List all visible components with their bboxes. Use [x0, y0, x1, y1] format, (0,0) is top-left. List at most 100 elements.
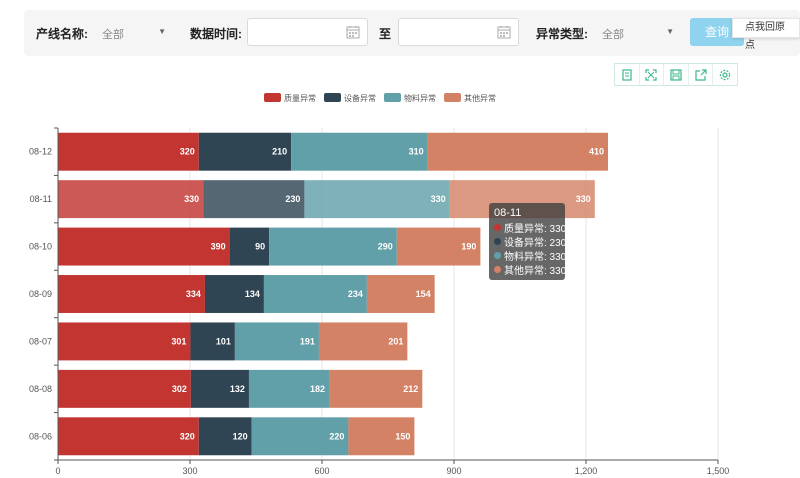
x-tick-label: 0 — [55, 466, 60, 476]
zoom-icon[interactable] — [640, 64, 665, 85]
line-name-select[interactable]: 全部 ▼ — [102, 22, 166, 44]
calendar-icon — [497, 26, 511, 39]
y-tick-label: 08-08 — [29, 384, 52, 394]
bar-segment — [58, 275, 205, 313]
bar-value-label: 301 — [171, 336, 186, 346]
bar-value-label: 120 — [233, 431, 248, 441]
line-name-value: 全部 — [102, 29, 124, 41]
bar-segment — [234, 322, 319, 361]
bar-segment — [198, 417, 252, 456]
chart-toolbox — [614, 63, 738, 86]
bar-segment — [229, 227, 270, 266]
tooltip-row-text: 其他异常: 330 — [504, 265, 567, 277]
bar-segment — [348, 417, 415, 456]
legend-swatch — [324, 93, 341, 102]
hover-tooltip: 08-11 质量异常: 330 设备异常: 230 物料异常: 330 其他异常… — [489, 203, 567, 280]
x-tick-label: 600 — [314, 466, 329, 476]
bar-value-label: 390 — [211, 242, 226, 252]
tooltip-row-text: 质量异常: 330 — [504, 223, 567, 235]
bar-value-label: 334 — [186, 289, 201, 299]
to-label: 至 — [379, 27, 392, 41]
bar-segment — [263, 275, 367, 313]
error-type-value: 全部 — [602, 29, 624, 41]
data-view-icon[interactable] — [615, 64, 640, 85]
line-name-label: 产线名称: — [36, 27, 88, 41]
data-time-label: 数据时间: — [190, 27, 242, 41]
bar-segment — [204, 275, 264, 313]
series-dot — [494, 223, 501, 231]
bar-segment — [366, 275, 435, 313]
bar-segment — [58, 369, 191, 408]
bar-value-label: 320 — [180, 147, 195, 157]
bar-segment — [58, 322, 191, 361]
bar-segment — [269, 227, 397, 266]
bar-segment — [248, 369, 330, 408]
y-tick-label: 08-09 — [29, 289, 52, 299]
bar-segment — [190, 322, 235, 361]
legend-label: 其他异常 — [464, 93, 496, 103]
bar-value-label: 134 — [245, 289, 260, 299]
bar-value-label: 190 — [461, 242, 476, 252]
chevron-down-icon: ▼ — [158, 27, 166, 36]
tooltip-row-text: 物料异常: 330 — [504, 251, 567, 263]
series-dot — [494, 265, 501, 273]
bar-value-label: 182 — [310, 384, 325, 394]
start-date-input[interactable] — [247, 18, 368, 46]
bar-value-label: 330 — [184, 194, 199, 204]
calendar-icon — [346, 26, 360, 39]
bar-segment — [190, 369, 249, 408]
legend-label: 设备异常 — [344, 93, 376, 103]
bar-value-label: 330 — [431, 194, 446, 204]
bar-segment — [198, 132, 292, 171]
end-date-input[interactable] — [398, 18, 519, 46]
y-tick-label: 08-10 — [29, 242, 52, 252]
bar-segment — [58, 180, 204, 219]
bar-value-label: 220 — [329, 431, 344, 441]
bar-value-label: 290 — [378, 242, 393, 252]
bar-segment — [329, 369, 423, 408]
bar-value-label: 210 — [272, 147, 287, 157]
export-icon[interactable] — [689, 64, 714, 85]
bar-value-label: 410 — [589, 147, 604, 157]
bar-segment — [58, 132, 199, 171]
bar-segment — [304, 180, 450, 219]
bar-segment — [396, 227, 481, 266]
x-tick-label: 1,500 — [707, 466, 730, 476]
bar-value-label: 154 — [416, 289, 431, 299]
legend-swatch — [444, 93, 461, 102]
legend-label: 物料异常 — [404, 93, 436, 103]
bar-segment — [427, 132, 608, 171]
tooltip-row: 其他异常: 330 — [494, 262, 566, 277]
bar-value-label: 90 — [255, 242, 265, 252]
bar-value-label: 302 — [172, 384, 187, 394]
error-type-label: 异常类型: — [536, 27, 588, 41]
bar-value-label: 212 — [403, 384, 418, 394]
x-tick-label: 300 — [182, 466, 197, 476]
bar-value-label: 101 — [216, 336, 231, 346]
error-type-select[interactable]: 全部 ▼ — [602, 22, 674, 44]
tooltip-row: 物料异常: 330 — [494, 248, 566, 263]
bar-segment — [58, 227, 230, 266]
save-image-icon[interactable] — [664, 64, 689, 85]
x-tick-label: 1,200 — [575, 466, 598, 476]
bar-value-label: 132 — [230, 384, 245, 394]
y-tick-label: 08-11 — [30, 194, 52, 204]
y-tick-label: 08-12 — [29, 147, 52, 157]
settings-icon[interactable] — [713, 64, 737, 85]
bar-value-label: 150 — [395, 431, 410, 441]
bar-value-label: 191 — [300, 336, 315, 346]
chevron-down-icon: ▼ — [666, 27, 674, 36]
y-tick-label: 08-07 — [29, 336, 52, 346]
bar-segment — [58, 417, 199, 456]
bar-segment — [251, 417, 349, 456]
bar-segment — [291, 132, 428, 171]
x-tick-label: 900 — [446, 466, 461, 476]
bar-value-label: 230 — [285, 194, 300, 204]
y-tick-label: 08-06 — [29, 431, 52, 441]
tooltip-title: 08-11 — [494, 207, 522, 219]
bar-value-label: 201 — [388, 336, 403, 346]
bar-value-label: 330 — [576, 194, 591, 204]
bar-value-label: 320 — [180, 431, 195, 441]
legend-swatch — [384, 93, 401, 102]
